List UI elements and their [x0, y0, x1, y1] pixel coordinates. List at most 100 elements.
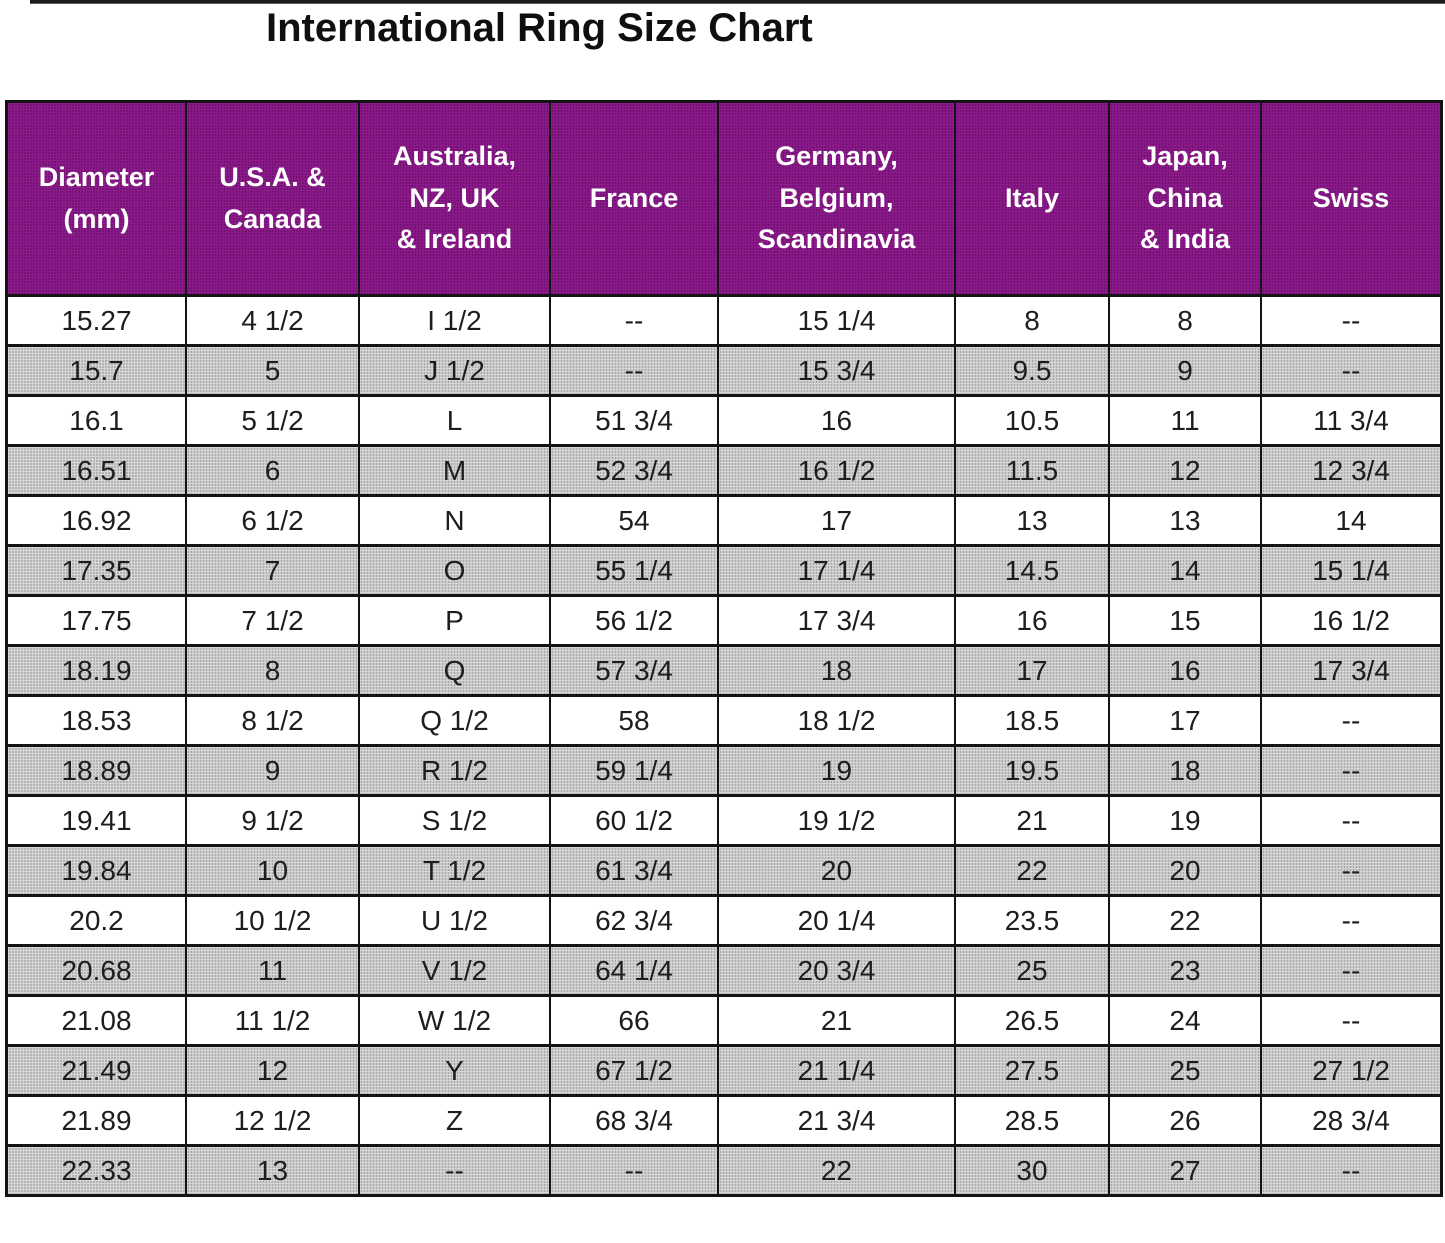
- cell-france: 64 1/4: [549, 944, 719, 997]
- cell-diameter-mm: 15.27: [5, 294, 187, 347]
- column-header-japan-china-india: Japan, China & India: [1108, 100, 1262, 297]
- cell-swiss: 15 1/4: [1260, 544, 1443, 597]
- cell-japan-china-india: 27: [1108, 1144, 1262, 1197]
- cell-diameter-mm: 19.84: [5, 844, 187, 897]
- cell-swiss: 16 1/2: [1260, 594, 1443, 647]
- cell-swiss: --: [1260, 994, 1443, 1047]
- table-row: 17.35 7 O 55 1/4 17 1/4 14.5 14 15 1/4: [5, 544, 1443, 597]
- cell-france: 62 3/4: [549, 894, 719, 947]
- cell-japan-china-india: 11: [1108, 394, 1262, 447]
- table-header: Diameter (mm) U.S.A. & Canada Australia, N…: [5, 100, 1443, 297]
- cell-australia-nz-uk-ireland: L: [358, 394, 551, 447]
- cell-usa-canada: 12 1/2: [185, 1094, 360, 1147]
- header-row: Diameter (mm) U.S.A. & Canada Australia, N…: [5, 100, 1443, 297]
- table-row: 16.1 5 1/2 L 51 3/4 16 10.5 11 11 3/4: [5, 394, 1443, 447]
- cell-italy: 14.5: [954, 544, 1110, 597]
- cell-japan-china-india: 26: [1108, 1094, 1262, 1147]
- cell-italy: 19.5: [954, 744, 1110, 797]
- cell-australia-nz-uk-ireland: Q: [358, 644, 551, 697]
- cell-diameter-mm: 15.7: [5, 344, 187, 397]
- table-row: 20.2 10 1/2 U 1/2 62 3/4 20 1/4 23.5 22 --: [5, 894, 1443, 947]
- cell-usa-canada: 5 1/2: [185, 394, 360, 447]
- cell-france: 60 1/2: [549, 794, 719, 847]
- cell-japan-china-india: 20: [1108, 844, 1262, 897]
- cell-italy: 30: [954, 1144, 1110, 1197]
- cell-usa-canada: 11: [185, 944, 360, 997]
- cell-germany-belgium-scandinavia: 16 1/2: [717, 444, 956, 497]
- cell-usa-canada: 12: [185, 1044, 360, 1097]
- cell-swiss: --: [1260, 294, 1443, 347]
- page-title: International Ring Size Chart: [266, 6, 813, 50]
- cell-germany-belgium-scandinavia: 15 3/4: [717, 344, 956, 397]
- cell-germany-belgium-scandinavia: 18 1/2: [717, 694, 956, 747]
- cell-japan-china-india: 18: [1108, 744, 1262, 797]
- column-header-france: France: [549, 100, 719, 297]
- table-body: 15.27 4 1/2 I 1/2 -- 15 1/4 8 8 -- 15.7 5 J 1/2 -- 1…: [5, 294, 1443, 1197]
- column-header-australia-nz-uk-ireland: Australia, NZ, UK & Ireland: [358, 100, 551, 297]
- cell-france: 51 3/4: [549, 394, 719, 447]
- table-row: 17.75 7 1/2 P 56 1/2 17 3/4 16 15 16 1/2: [5, 594, 1443, 647]
- cell-usa-canada: 6 1/2: [185, 494, 360, 547]
- cell-japan-china-india: 16: [1108, 644, 1262, 697]
- table-row: 20.68 11 V 1/2 64 1/4 20 3/4 25 23 --: [5, 944, 1443, 997]
- cell-france: 59 1/4: [549, 744, 719, 797]
- table-row: 18.53 8 1/2 Q 1/2 58 18 1/2 18.5 17 --: [5, 694, 1443, 747]
- table-row: 19.84 10 T 1/2 61 3/4 20 22 20 --: [5, 844, 1443, 897]
- cell-diameter-mm: 16.51: [5, 444, 187, 497]
- cell-diameter-mm: 21.89: [5, 1094, 187, 1147]
- cell-australia-nz-uk-ireland: T 1/2: [358, 844, 551, 897]
- cell-japan-china-india: 24: [1108, 994, 1262, 1047]
- cell-germany-belgium-scandinavia: 17: [717, 494, 956, 547]
- cell-germany-belgium-scandinavia: 22: [717, 1144, 956, 1197]
- cell-france: 67 1/2: [549, 1044, 719, 1097]
- cell-swiss: --: [1260, 844, 1443, 897]
- table-row: 18.19 8 Q 57 3/4 18 17 16 17 3/4: [5, 644, 1443, 697]
- cell-diameter-mm: 20.68: [5, 944, 187, 997]
- cell-italy: 26.5: [954, 994, 1110, 1047]
- cell-germany-belgium-scandinavia: 21 3/4: [717, 1094, 956, 1147]
- cell-france: 66: [549, 994, 719, 1047]
- table-row: 18.89 9 R 1/2 59 1/4 19 19.5 18 --: [5, 744, 1443, 797]
- cell-germany-belgium-scandinavia: 19 1/2: [717, 794, 956, 847]
- cell-italy: 21: [954, 794, 1110, 847]
- cell-france: 57 3/4: [549, 644, 719, 697]
- cell-swiss: --: [1260, 694, 1443, 747]
- cell-france: 54: [549, 494, 719, 547]
- cell-usa-canada: 6: [185, 444, 360, 497]
- cell-swiss: --: [1260, 944, 1443, 997]
- cell-australia-nz-uk-ireland: I 1/2: [358, 294, 551, 347]
- cell-swiss: --: [1260, 894, 1443, 947]
- cell-diameter-mm: 16.1: [5, 394, 187, 447]
- table-row: 21.08 11 1/2 W 1/2 66 21 26.5 24 --: [5, 994, 1443, 1047]
- cell-france: --: [549, 344, 719, 397]
- cell-australia-nz-uk-ireland: Z: [358, 1094, 551, 1147]
- column-header-usa-canada: U.S.A. & Canada: [185, 100, 360, 297]
- cell-france: 55 1/4: [549, 544, 719, 597]
- cell-australia-nz-uk-ireland: --: [358, 1144, 551, 1197]
- cell-usa-canada: 11 1/2: [185, 994, 360, 1047]
- cell-australia-nz-uk-ireland: W 1/2: [358, 994, 551, 1047]
- cell-australia-nz-uk-ireland: V 1/2: [358, 944, 551, 997]
- table-row: 21.89 12 1/2 Z 68 3/4 21 3/4 28.5 26 28 3/4: [5, 1094, 1443, 1147]
- cell-usa-canada: 4 1/2: [185, 294, 360, 347]
- cell-italy: 13: [954, 494, 1110, 547]
- cell-diameter-mm: 18.19: [5, 644, 187, 697]
- cell-usa-canada: 8 1/2: [185, 694, 360, 747]
- cell-australia-nz-uk-ireland: Y: [358, 1044, 551, 1097]
- top-border-line: [30, 0, 1445, 4]
- column-header-swiss: Swiss: [1260, 100, 1443, 297]
- cell-diameter-mm: 18.89: [5, 744, 187, 797]
- cell-swiss: 27 1/2: [1260, 1044, 1443, 1097]
- cell-germany-belgium-scandinavia: 15 1/4: [717, 294, 956, 347]
- cell-germany-belgium-scandinavia: 21: [717, 994, 956, 1047]
- cell-swiss: 17 3/4: [1260, 644, 1443, 697]
- cell-usa-canada: 13: [185, 1144, 360, 1197]
- table-row: 15.27 4 1/2 I 1/2 -- 15 1/4 8 8 --: [5, 294, 1443, 347]
- cell-usa-canada: 10 1/2: [185, 894, 360, 947]
- cell-france: 61 3/4: [549, 844, 719, 897]
- table-row: 19.41 9 1/2 S 1/2 60 1/2 19 1/2 21 19 --: [5, 794, 1443, 847]
- cell-japan-china-india: 14: [1108, 544, 1262, 597]
- ring-size-table: Diameter (mm) U.S.A. & Canada Australia, N…: [5, 100, 1443, 1197]
- cell-usa-canada: 9 1/2: [185, 794, 360, 847]
- column-header-diameter-mm: Diameter (mm): [5, 100, 187, 297]
